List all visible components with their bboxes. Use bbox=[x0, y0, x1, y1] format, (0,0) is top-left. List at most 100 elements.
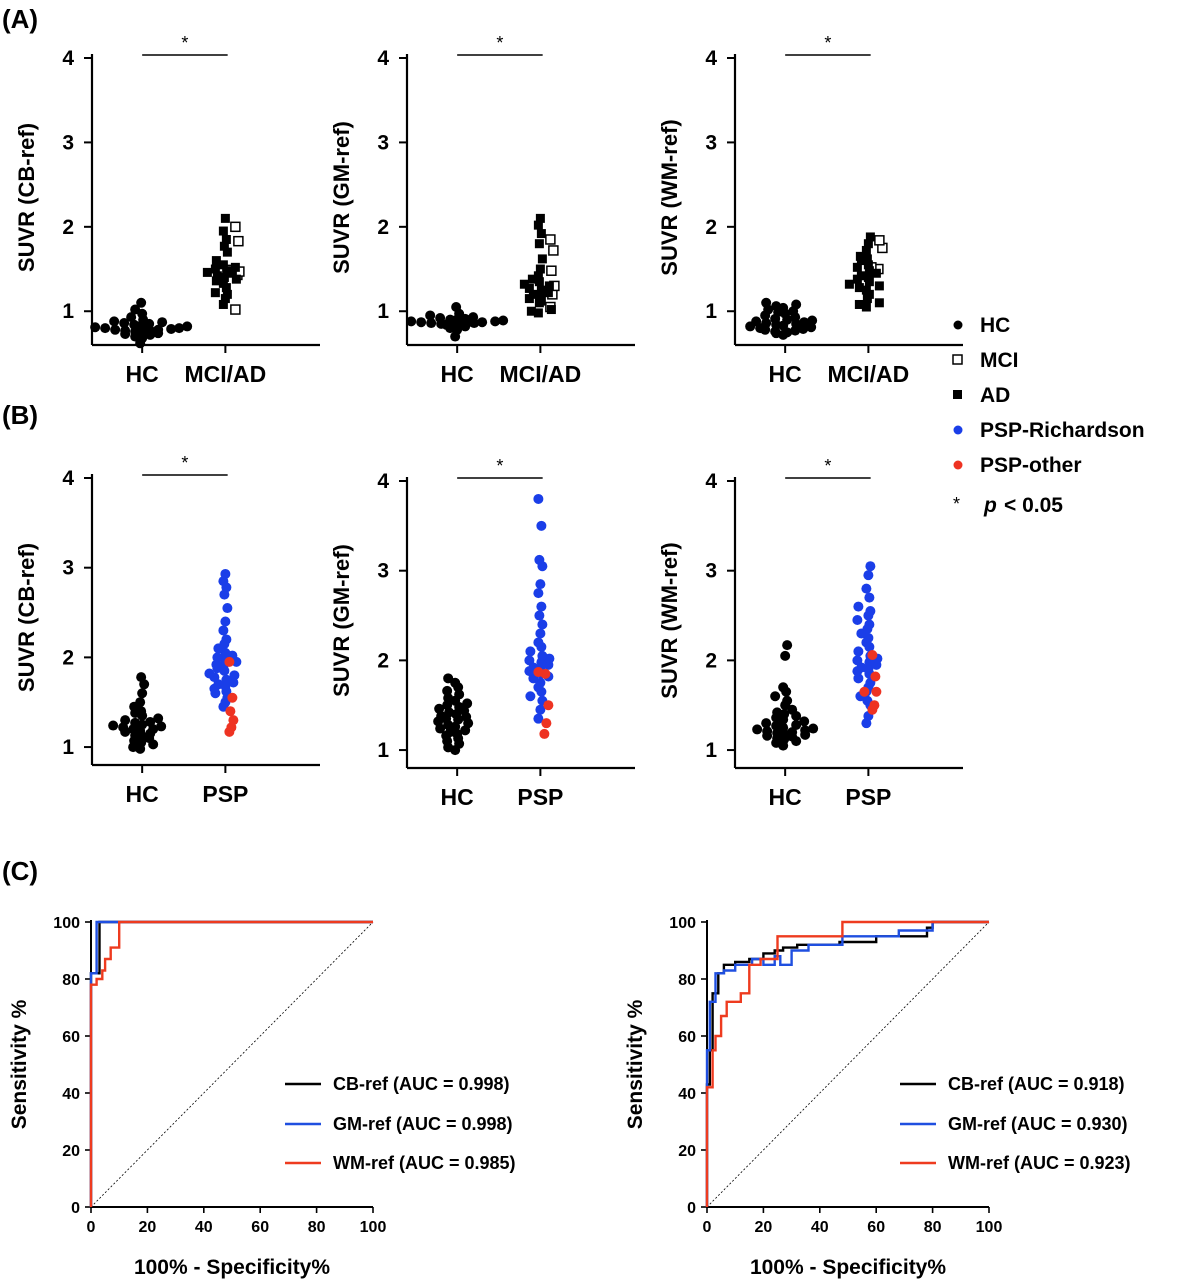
y-tick-label: 4 bbox=[62, 47, 74, 70]
point-ad bbox=[854, 283, 864, 293]
y-axis-label: SUVR (GM-ref) bbox=[329, 544, 354, 697]
point-hc bbox=[126, 312, 137, 323]
y-tick-label: 2 bbox=[705, 649, 717, 672]
y-tick-label: 1 bbox=[62, 300, 74, 323]
y-tick-label: 3 bbox=[705, 131, 717, 154]
point-hc bbox=[434, 703, 445, 714]
x-category-label: MCI/AD bbox=[184, 361, 266, 387]
legend-label-hc: HC bbox=[980, 314, 1010, 337]
point-ad bbox=[863, 239, 873, 249]
point-hc bbox=[136, 297, 147, 308]
point-ad bbox=[533, 220, 543, 230]
point-hc bbox=[425, 310, 436, 321]
point-hc bbox=[129, 319, 140, 330]
point-hc bbox=[153, 713, 164, 724]
point-ad bbox=[546, 305, 556, 315]
point-ad bbox=[855, 251, 865, 261]
reference-diagonal bbox=[706, 921, 990, 1208]
point-ad bbox=[861, 302, 871, 312]
point-hc bbox=[426, 318, 437, 329]
point-ad bbox=[864, 266, 874, 276]
panel-label-b: (B) bbox=[2, 400, 38, 430]
y-tick-label: 1 bbox=[377, 739, 389, 762]
point-ad bbox=[211, 276, 221, 286]
y-tick-label: 0 bbox=[71, 1200, 80, 1217]
point-ad bbox=[202, 267, 212, 277]
y-axis-label: SUVR (WM-ref) bbox=[657, 542, 682, 698]
point-hc bbox=[119, 318, 130, 329]
point-mci bbox=[548, 245, 559, 256]
legend-marker-mci bbox=[952, 354, 963, 365]
point-hc bbox=[761, 318, 772, 329]
y-tick-label: 1 bbox=[705, 739, 717, 762]
y-tick-label: 0 bbox=[687, 1200, 696, 1217]
y-tick-label: 3 bbox=[377, 131, 389, 154]
chart-a2-gm-ref: 1 2 3 4 HC MCI/AD SUVR (GM-ref) * bbox=[329, 33, 635, 387]
point-ad bbox=[535, 264, 545, 274]
point-ad bbox=[527, 274, 537, 284]
point-hc bbox=[109, 316, 120, 327]
point-hc bbox=[799, 716, 810, 727]
y-tick-label: 3 bbox=[62, 557, 74, 580]
point-ad bbox=[863, 260, 873, 270]
point-psp-richardson bbox=[533, 637, 544, 648]
y-tick-label: 3 bbox=[62, 131, 74, 154]
point-psp-other bbox=[539, 728, 550, 739]
x-category-label: PSP bbox=[517, 784, 563, 810]
y-tick-label: 4 bbox=[705, 47, 717, 70]
roc-curve-2 bbox=[89, 920, 373, 1207]
x-tick-label: 0 bbox=[87, 1219, 96, 1236]
chart-c1-roc: 0 20 40 60 80 100 0 20 40 60 80 100 100% - Specifici… bbox=[8, 915, 516, 1279]
point-hc bbox=[136, 672, 147, 683]
point-psp-richardson bbox=[221, 634, 232, 645]
point-psp-other bbox=[859, 686, 870, 697]
y-axis-label: SUVR (WM-ref) bbox=[657, 119, 682, 275]
point-ad bbox=[210, 288, 220, 298]
point-ad bbox=[231, 274, 241, 284]
legend-label-2: WM-ref (AUC = 0.923) bbox=[948, 1153, 1131, 1173]
point-ad bbox=[871, 268, 881, 278]
y-axis-label: SUVR (GM-ref) bbox=[329, 121, 354, 274]
point-ad bbox=[528, 289, 538, 299]
y-tick-label: 2 bbox=[377, 216, 389, 239]
point-hc bbox=[166, 323, 177, 334]
point-hc bbox=[174, 323, 185, 334]
point-ad bbox=[222, 289, 232, 299]
point-hc bbox=[770, 691, 781, 702]
point-psp-richardson bbox=[212, 652, 223, 663]
point-psp-other bbox=[227, 692, 238, 703]
y-tick-label: 2 bbox=[62, 216, 74, 239]
point-hc bbox=[145, 716, 156, 727]
point-ad bbox=[219, 272, 229, 282]
y-tick-label: 4 bbox=[62, 467, 74, 490]
point-psp-richardson bbox=[218, 625, 229, 636]
point-psp-richardson bbox=[852, 655, 863, 666]
point-hc bbox=[462, 698, 473, 709]
point-hc bbox=[468, 312, 479, 323]
point-ad bbox=[865, 232, 875, 242]
x-category-label: HC bbox=[441, 361, 474, 387]
point-hc bbox=[443, 673, 454, 684]
roc-curve-1 bbox=[705, 920, 989, 1207]
y-axis-label: SUVR (CB-ref) bbox=[14, 123, 39, 272]
y-tick-label: 40 bbox=[678, 1086, 696, 1103]
legend-label-ad: AD bbox=[980, 384, 1010, 407]
y-tick-label: 1 bbox=[62, 736, 74, 759]
point-ad bbox=[218, 226, 228, 236]
point-ad bbox=[536, 285, 546, 295]
point-ad bbox=[210, 264, 220, 274]
y-tick-label: 100 bbox=[53, 915, 80, 932]
point-psp-richardson bbox=[525, 691, 536, 702]
point-psp-richardson bbox=[533, 588, 544, 599]
point-hc bbox=[182, 321, 193, 332]
point-psp-richardson bbox=[524, 655, 535, 666]
y-tick-label: 4 bbox=[377, 470, 389, 493]
x-tick-label: 60 bbox=[867, 1219, 885, 1236]
point-ad bbox=[526, 306, 536, 316]
y-tick-label: 80 bbox=[678, 972, 696, 989]
point-ad bbox=[852, 262, 862, 272]
point-psp-other bbox=[870, 671, 881, 682]
point-ad bbox=[856, 271, 866, 281]
y-tick-label: 20 bbox=[62, 1143, 80, 1160]
